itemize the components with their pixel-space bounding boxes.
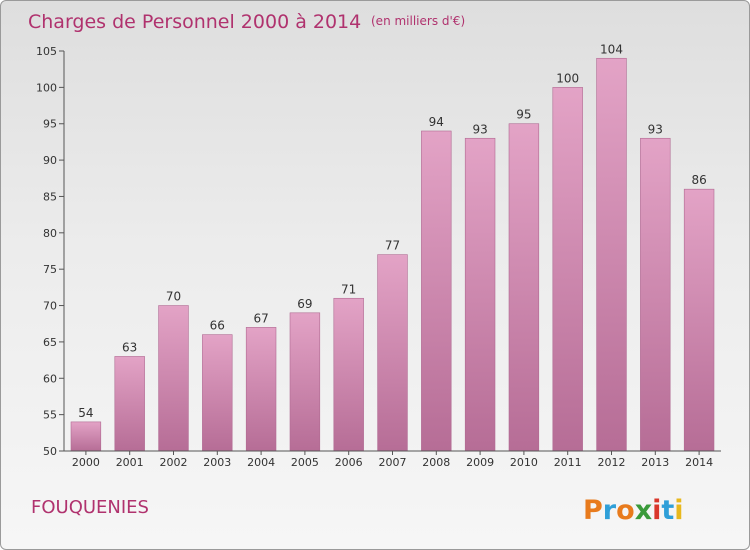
chart-title: Charges de Personnel 2000 à 2014 — [28, 11, 361, 33]
x-tick-label-2014: 2014 — [685, 456, 713, 469]
y-tick-label: 75 — [43, 263, 57, 276]
bar-2009 — [464, 137, 496, 452]
bar-2013 — [640, 137, 671, 452]
bar-2011 — [552, 87, 583, 452]
logo-letter: i — [674, 495, 683, 526]
x-tick-label-2011: 2011 — [554, 456, 582, 469]
bar-2010 — [508, 123, 540, 452]
y-tick-label: 100 — [36, 81, 57, 94]
value-label-2005: 69 — [297, 297, 312, 311]
value-label-2011: 100 — [556, 71, 579, 85]
value-label-2009: 93 — [472, 122, 487, 136]
bar-2002 — [158, 305, 189, 452]
value-label-2003: 66 — [210, 319, 225, 333]
logo-letter: P — [583, 495, 603, 526]
value-label-2001: 63 — [122, 340, 137, 354]
x-tick-label-2002: 2002 — [160, 456, 188, 469]
x-tick-label-2013: 2013 — [641, 456, 669, 469]
value-label-2006: 71 — [341, 282, 356, 296]
bar-2001 — [114, 356, 145, 452]
y-tick-label: 80 — [43, 227, 57, 240]
bar-2014 — [683, 188, 715, 452]
value-label-2013: 93 — [648, 122, 663, 136]
bars: 54 63 70 66 67 69 71 77 94 93 95 100 104 93 86 — [70, 42, 715, 452]
y-tick-label: 55 — [43, 409, 57, 422]
value-label-2007: 77 — [385, 239, 400, 253]
x-tick-label-2004: 2004 — [247, 456, 275, 469]
y-tick-label: 70 — [43, 300, 57, 313]
value-label-2012: 104 — [600, 42, 623, 56]
bar-2007 — [377, 254, 408, 452]
y-tick-label: 105 — [36, 45, 57, 58]
bar-2004 — [245, 327, 277, 452]
logo-letter: t — [661, 495, 674, 526]
bar-2000 — [70, 421, 102, 452]
x-tick-label-2005: 2005 — [291, 456, 319, 469]
x-tick-label-2003: 2003 — [203, 456, 231, 469]
logo-letter: r — [603, 495, 617, 526]
x-tick-label-2001: 2001 — [116, 456, 144, 469]
y-tick-label: 95 — [43, 118, 57, 131]
x-tick-label-2008: 2008 — [422, 456, 450, 469]
logo-letter: x — [635, 495, 652, 526]
x-tick-label-2000: 2000 — [72, 456, 100, 469]
y-axis: 50 55 60 65 70 75 80 85 90 95 100 105 — [36, 45, 65, 458]
value-label-2010: 95 — [516, 108, 531, 122]
y-tick-label: 90 — [43, 154, 57, 167]
value-label-2008: 94 — [429, 115, 444, 129]
x-tick-label-2012: 2012 — [598, 456, 626, 469]
bar-2008 — [421, 130, 452, 452]
x-axis: 2000 2001 2002 2003 2004 2005 2006 2007 2008 2009… — [64, 450, 721, 469]
logo-letter: o — [616, 495, 635, 526]
bar-2012 — [596, 57, 627, 452]
x-tick-label-2009: 2009 — [466, 456, 494, 469]
y-tick-label: 85 — [43, 190, 57, 203]
y-tick-label: 50 — [43, 445, 57, 458]
bar-2005 — [289, 312, 321, 452]
town-name: FOUQUENIES — [31, 497, 149, 518]
x-tick-label-2006: 2006 — [335, 456, 363, 469]
logo-letter: i — [652, 495, 661, 526]
proxiti-logo: Proxiti — [583, 495, 684, 526]
x-tick-label-2010: 2010 — [510, 456, 538, 469]
chart-subtitle: (en milliers d'€) — [371, 14, 465, 28]
y-tick-label: 60 — [43, 372, 57, 385]
value-label-2002: 70 — [166, 290, 181, 304]
bar-2003 — [202, 334, 233, 452]
x-tick-label-2007: 2007 — [379, 456, 407, 469]
y-tick-label: 65 — [43, 336, 57, 349]
bar-2006 — [333, 297, 364, 452]
value-label-2014: 86 — [691, 173, 706, 187]
value-label-2000: 54 — [78, 406, 93, 420]
value-label-2004: 67 — [253, 311, 268, 325]
